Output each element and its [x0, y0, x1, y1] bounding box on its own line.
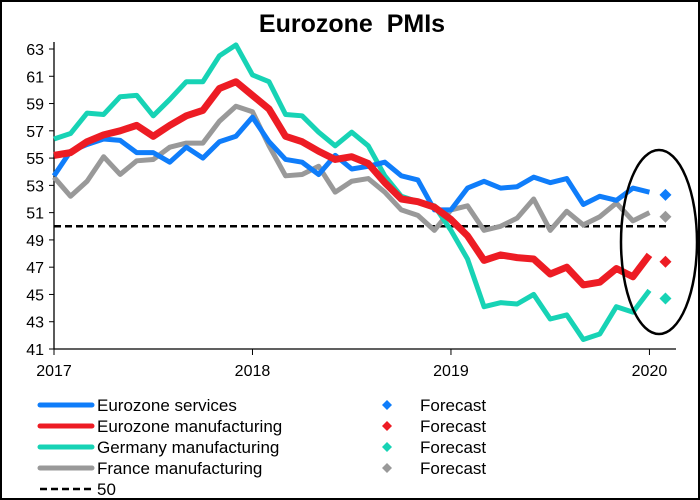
legend-label: Eurozone manufacturing [97, 417, 282, 436]
series-line-eurozone-services [51, 114, 651, 213]
forecast-point-eurozone-services [659, 188, 672, 201]
legend-forecast-marker [382, 463, 392, 473]
y-tick-label: 43 [26, 315, 44, 332]
legend-forecast-marker [382, 400, 392, 410]
x-tick-label: 2017 [36, 363, 72, 380]
legend-forecast-marker [382, 442, 392, 452]
highlight-ellipse [619, 148, 698, 336]
y-tick-label: 61 [26, 69, 44, 86]
legend-label: Eurozone services [97, 396, 237, 415]
y-tick-label: 59 [26, 97, 44, 114]
legend-forecast-label: Forecast [420, 459, 486, 478]
series-line-eurozone-manufacturing [53, 78, 653, 289]
y-tick-label: 47 [26, 260, 44, 277]
y-tick-label: 45 [26, 287, 44, 304]
legend-forecast-label: Forecast [420, 396, 486, 415]
y-tick-label: 55 [26, 151, 44, 168]
series-line-france-manufacturing [52, 103, 651, 233]
y-tick-label: 49 [26, 233, 44, 250]
y-tick-label: 41 [26, 342, 44, 359]
x-tick-label: 2019 [433, 363, 469, 380]
x-tick-label: 2020 [632, 363, 668, 380]
legend-label: France manufacturing [97, 459, 262, 478]
legend-forecast-marker [382, 421, 392, 431]
y-tick-label: 63 [26, 42, 44, 59]
legend-label: Germany manufacturing [97, 438, 279, 457]
legend-forecast-label: Forecast [420, 417, 486, 436]
y-tick-label: 51 [26, 206, 44, 223]
y-tick-label: 53 [26, 178, 44, 195]
forecast-point-eurozone-manufacturing [659, 255, 672, 268]
chart-title: Eurozone PMIs [259, 10, 445, 38]
legend-label: 50 [97, 480, 116, 499]
y-tick-label: 57 [26, 124, 44, 141]
forecast-point-france-manufacturing [659, 210, 672, 223]
series-line-germany-manufacturing [53, 42, 652, 342]
x-tick-label: 2018 [235, 363, 271, 380]
forecast-point-germany-manufacturing [659, 292, 672, 305]
legend-forecast-label: Forecast [420, 438, 486, 457]
